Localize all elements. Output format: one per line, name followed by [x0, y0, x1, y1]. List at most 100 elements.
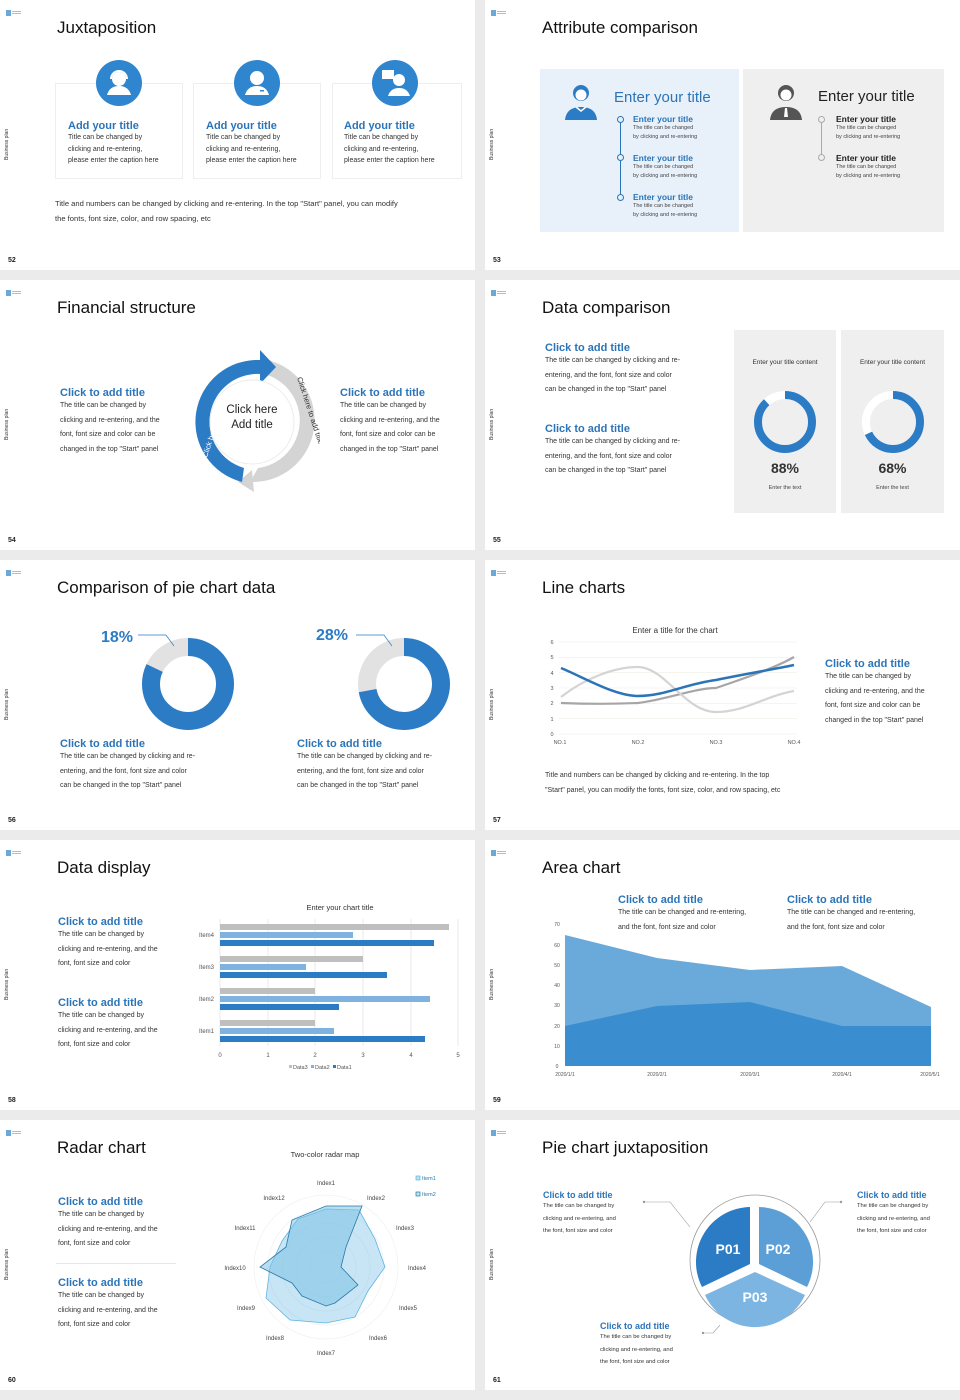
slide-number: 54 [8, 537, 16, 544]
slide-title: Comparison of pie chart data [57, 578, 276, 597]
text-block-2: Click to add title The title can be chan… [787, 894, 916, 931]
text-block-2: Click to add title The title can be chan… [58, 997, 158, 1048]
svg-text:NO.3: NO.3 [710, 740, 723, 746]
slide-52[interactable]: Business plan Juxtaposition Add your tit… [0, 0, 475, 270]
slide-number: 60 [8, 1377, 16, 1384]
slide-title: Attribute comparison [542, 18, 698, 37]
slide-55[interactable]: Business plan Data comparison Click to a… [485, 280, 960, 550]
svg-text:70: 70 [554, 922, 560, 928]
series-3-line [560, 656, 795, 705]
side-label: Business plan [489, 968, 495, 1000]
text-block-1: Click to add title The title can be chan… [545, 342, 681, 393]
svg-text:2020/3/1: 2020/3/1 [740, 1072, 760, 1078]
line-chart[interactable]: 0 1 2 3 4 5 6 NO.1 NO.2 NO.3 NO.4 [545, 638, 815, 750]
card-3-text: Add your title Title can be changed by cl… [344, 120, 435, 164]
divider [56, 1263, 176, 1264]
timeline-dot [818, 116, 825, 123]
svg-text:Index5: Index5 [399, 1306, 418, 1312]
slide-title: Area chart [542, 858, 621, 877]
slide-54[interactable]: Business plan Financial structure Click … [0, 280, 475, 550]
slide-number: 58 [8, 1097, 16, 1104]
chart-title: Enter your chart title [306, 903, 374, 912]
left-item-3: Enter your title The title can be changed… [633, 192, 698, 218]
timeline-dot [617, 154, 624, 161]
svg-text:Index11: Index11 [235, 1226, 257, 1232]
leader-line [356, 634, 393, 647]
svg-text:P01: P01 [716, 1241, 741, 1257]
side-label: Business plan [489, 408, 495, 440]
side-label: Business plan [489, 688, 495, 720]
logo-icon [6, 1130, 22, 1136]
segmented-pie[interactable]: P01 P02 P03 [635, 1192, 855, 1342]
svg-text:Index8: Index8 [266, 1336, 285, 1342]
slide-number: 52 [8, 257, 16, 264]
area-chart[interactable]: 0 10 20 30 40 50 60 70 2020/1/1 2020/2/1 2020/3/1… [545, 918, 960, 1078]
svg-text:30: 30 [554, 1003, 560, 1009]
logo-icon [6, 290, 22, 296]
timeline-dot [617, 194, 624, 201]
slide-number: 56 [8, 817, 16, 824]
svg-text:P02: P02 [766, 1241, 791, 1257]
man-gray-icon [770, 85, 802, 120]
text-block-3: Click to add title The title can be chan… [600, 1321, 673, 1365]
slide-number: 53 [493, 257, 501, 264]
svg-text:Data2: Data2 [315, 1065, 330, 1071]
footer-text: Title and numbers can be changed by clic… [545, 772, 781, 794]
slide-56[interactable]: Business plan Comparison of pie chart da… [0, 560, 475, 830]
presenter-person-icon [372, 60, 418, 106]
slide-58[interactable]: Business plan Data display Click to add … [0, 840, 475, 1110]
stat-panel-1: Enter your title content 88% Enter the t… [734, 330, 836, 513]
svg-text:4: 4 [409, 1053, 413, 1059]
slide-title: Radar chart [57, 1138, 146, 1157]
svg-text:Item2: Item2 [199, 997, 215, 1003]
svg-text:Click here: Click here [226, 404, 277, 416]
series-1-line [560, 663, 795, 698]
svg-text:Index9: Index9 [237, 1306, 256, 1312]
left-panel [540, 69, 739, 232]
svg-text:Item3: Item3 [199, 965, 215, 971]
right-timeline [821, 121, 822, 159]
logo-icon [491, 570, 507, 576]
slide-title: Data comparison [542, 298, 671, 317]
pie-label-1: 18% [101, 629, 134, 646]
logo-icon [491, 290, 507, 296]
cycle-diagram[interactable]: Click here Add title Click here to add t… [180, 340, 320, 495]
text-block-1: Click to add title The title can be chan… [58, 916, 158, 967]
text-block-1: Click to add title The title can be chan… [58, 1196, 158, 1247]
gray-arrow-shape [250, 360, 315, 483]
svg-text:Index2: Index2 [367, 1196, 386, 1202]
svg-text:0: 0 [218, 1053, 222, 1059]
svg-text:2020/1/1: 2020/1/1 [555, 1072, 575, 1078]
stat-panel-2: Enter your title content 68% Enter the t… [841, 330, 944, 513]
svg-text:Item2: Item2 [422, 1192, 436, 1198]
svg-text:P03: P03 [743, 1289, 768, 1305]
svg-text:Item1: Item1 [199, 1029, 215, 1035]
slide-60[interactable]: Business plan Radar chart Click to add t… [0, 1120, 475, 1390]
slide-59[interactable]: Business plan Area chart 0 10 20 30 40 50 60 70… [485, 840, 960, 1110]
headset-person-icon [96, 60, 142, 106]
logo-icon [6, 850, 22, 856]
text-block-1: Click to add title The title can be chan… [543, 1190, 616, 1234]
business-person-icon [234, 60, 280, 106]
svg-text:1: 1 [266, 1053, 270, 1059]
right-text-block: Click to add title The title can be chan… [825, 658, 925, 724]
slide-number: 55 [493, 537, 501, 544]
slide-title: Line charts [542, 578, 626, 597]
text-block-2: Click to add title The title can be chan… [58, 1277, 158, 1328]
side-label: Business plan [4, 128, 10, 160]
logo-icon [6, 570, 22, 576]
radar-item2 [259, 1205, 363, 1307]
leader-line [138, 634, 175, 647]
segment-p01 [695, 1207, 750, 1287]
radar-chart[interactable]: Index1 Index2 Index3 Index4 Index5 Index6 Inde… [220, 1170, 450, 1360]
slide-61[interactable]: Business plan Pie chart juxtaposition Cl… [485, 1120, 960, 1390]
chart-title: Enter a title for the chart [632, 626, 718, 635]
chart-title: Two-color radar map [290, 1150, 360, 1159]
right-text-block: Click to add title The title can be chan… [340, 387, 440, 453]
slide-53[interactable]: Business plan Attribute comparison Enter… [485, 0, 960, 270]
svg-text:NO.2: NO.2 [632, 740, 645, 746]
svg-text:Index4: Index4 [408, 1266, 427, 1272]
slide-57[interactable]: Business plan Line charts Enter a title … [485, 560, 960, 830]
logo-icon [491, 10, 507, 16]
